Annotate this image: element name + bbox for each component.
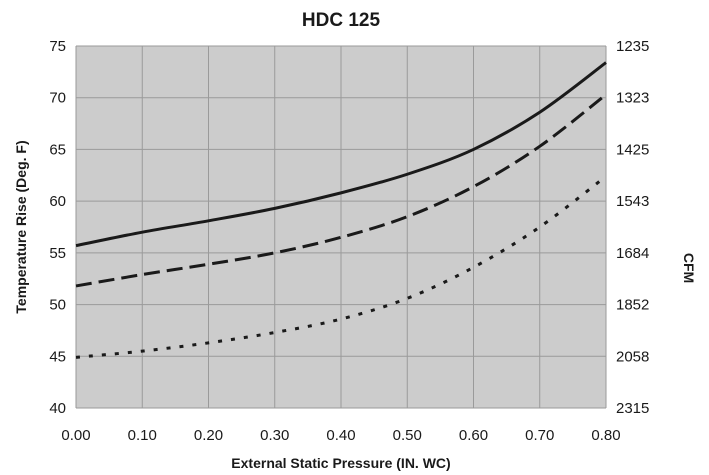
y-tick-label: 50	[49, 297, 66, 314]
series-group	[75, 61, 607, 359]
y2-tick-label: 1323	[616, 90, 649, 107]
y2-tick-label: 2315	[616, 400, 649, 417]
y-tick-labels: 40 45 50 55 60 65 70 75	[49, 38, 66, 417]
y2-tick-label: 2058	[616, 348, 649, 365]
y-tick-label: 70	[49, 90, 66, 107]
series-line-solid	[75, 61, 607, 248]
series-line-dashed	[75, 93, 607, 288]
y-tick-label: 75	[49, 38, 66, 55]
x-tick-label: 0.40	[326, 427, 355, 444]
y-tick-label: 45	[49, 348, 66, 365]
y2-tick-label: 1235	[616, 38, 649, 55]
x-tick-label: 0.60	[459, 427, 488, 444]
y2-axis-title: CFM	[681, 253, 697, 283]
y-tick-label: 55	[49, 245, 66, 262]
y-tick-label: 65	[49, 141, 66, 158]
y2-tick-label: 1852	[616, 297, 649, 314]
x-tick-label: 0.00	[61, 427, 90, 444]
y-axis-title: Temperature Rise (Deg. F)	[13, 140, 29, 313]
x-tick-label: 0.80	[591, 427, 620, 444]
y2-tick-label: 1543	[616, 193, 649, 210]
y2-tick-label: 1684	[616, 245, 649, 262]
chart-title: HDC 125	[302, 10, 381, 31]
x-tick-label: 0.20	[194, 427, 223, 444]
x-axis-title: External Static Pressure (IN. WC)	[231, 455, 450, 471]
x-tick-labels: 0.00 0.10 0.20 0.30 0.40 0.50 0.60 0.70 0.80	[61, 427, 620, 444]
grid-lines	[75, 45, 607, 409]
y2-tick-label: 1425	[616, 141, 649, 158]
y-tick-label: 60	[49, 193, 66, 210]
x-tick-label: 0.10	[128, 427, 157, 444]
y2-tick-labels: 2315 2058 1852 1684 1543 1425 1323 1235	[616, 38, 649, 417]
x-tick-label: 0.50	[393, 427, 422, 444]
x-tick-label: 0.70	[525, 427, 554, 444]
y-tick-label: 40	[49, 400, 66, 417]
x-tick-label: 0.30	[260, 427, 289, 444]
